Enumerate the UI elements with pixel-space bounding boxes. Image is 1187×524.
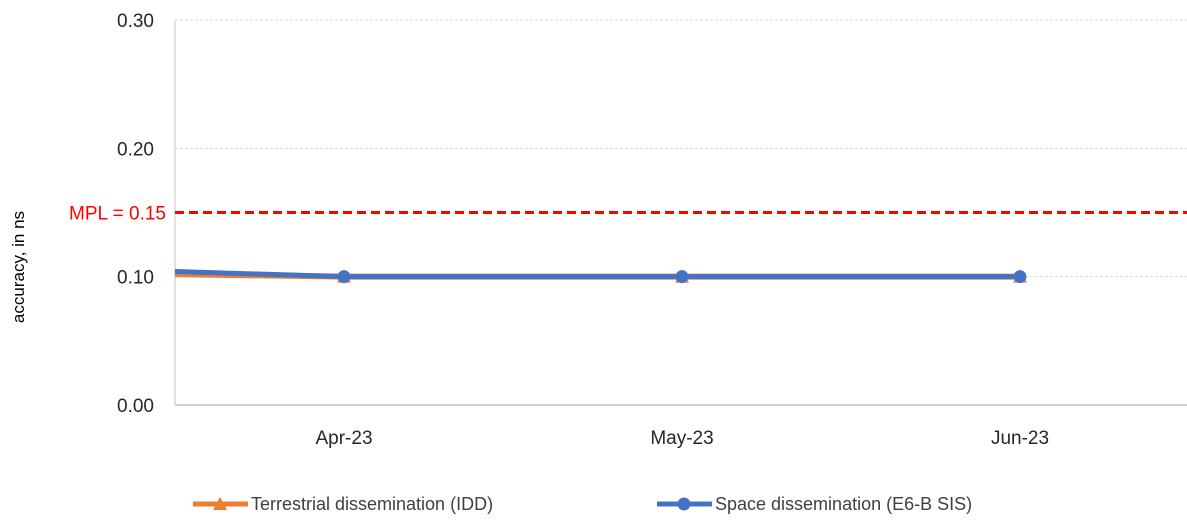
mpl-threshold-label: MPL = 0.15 xyxy=(69,204,166,225)
series-point-circle xyxy=(337,270,351,284)
x-tick-label: Apr-23 xyxy=(315,428,372,449)
legend: Terrestrial dissemination (IDD) Space dis… xyxy=(193,494,972,514)
legend-label-0: Terrestrial dissemination (IDD) xyxy=(251,494,493,514)
legend-marker-circle xyxy=(677,497,691,511)
series-point-circle xyxy=(1013,270,1027,284)
series-line-1 xyxy=(174,269,1020,280)
y-tick-label: 0.30 xyxy=(117,11,154,32)
y-tick-label: 0.20 xyxy=(117,139,154,160)
y-tick-label: 0.00 xyxy=(117,396,154,417)
series-layer xyxy=(174,269,1027,284)
series-point-circle xyxy=(675,270,689,284)
x-tick-label: May-23 xyxy=(650,428,713,449)
legend-label-1: Space dissemination (E6-B SIS) xyxy=(715,494,972,514)
threshold-layer: MPL = 0.15 xyxy=(69,204,1187,225)
x-tick-label: Jun-23 xyxy=(991,428,1049,449)
y-tick-label: 0.10 xyxy=(117,268,154,289)
axes: 0.00 0.10 0.20 0.30 Apr-23 May-23 Jun-23 xyxy=(117,11,1187,449)
legend-marker-triangle xyxy=(213,497,227,510)
y-axis-title: accuracy, in ns xyxy=(9,211,28,323)
grid xyxy=(175,19,1187,278)
